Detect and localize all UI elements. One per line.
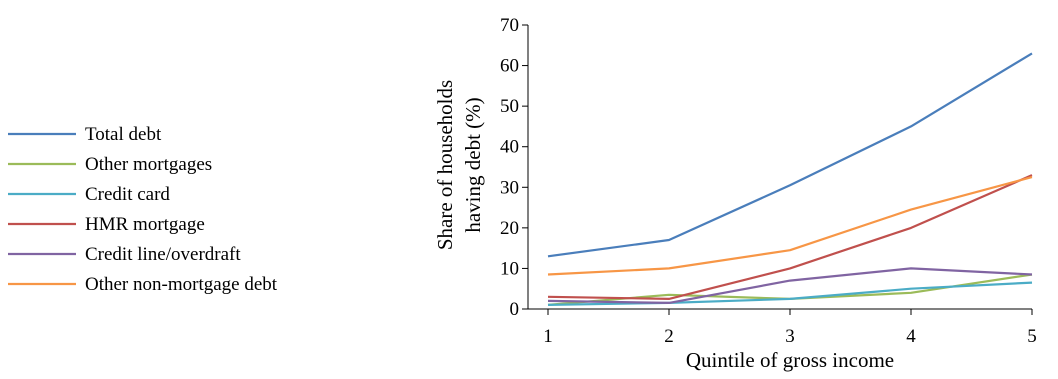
series-line-0: [547, 52, 1033, 258]
legend: Total debt Other mortgages Credit card HMR …: [8, 124, 278, 295]
y-tick-label: 20: [500, 218, 519, 239]
legend-label: Other non-mortgage debt: [85, 274, 278, 295]
y-axis-title-line: having debt (%): [461, 97, 485, 232]
y-tick-label: 70: [500, 15, 519, 36]
axes: 0 10 20 30 40 50 60 70 1 2 3 4 5: [500, 15, 1037, 347]
x-tick-label: 1: [543, 326, 553, 347]
legend-label: Credit card: [85, 184, 170, 205]
y-axis-title: Share of households having debt (%): [433, 80, 485, 250]
y-tick-label: 10: [500, 258, 519, 279]
y-axis-title-line: Share of households: [433, 80, 457, 250]
legend-label: Total debt: [85, 124, 162, 145]
x-tick-label: 4: [906, 326, 916, 347]
y-tick-label: 60: [500, 56, 519, 77]
legend-label: Other mortgages: [85, 154, 212, 175]
legend-item: Other non-mortgage debt: [8, 274, 278, 295]
legend-label: HMR mortgage: [85, 214, 205, 235]
y-tick-label: 50: [500, 96, 519, 117]
legend-item: Total debt: [8, 124, 162, 145]
x-tick-label: 2: [664, 326, 674, 347]
x-tick-label: 3: [785, 326, 795, 347]
legend-item: Credit card: [8, 184, 170, 205]
series-line-3: [547, 174, 1033, 300]
series-layer: [547, 52, 1033, 306]
y-tick-label: 40: [500, 137, 519, 158]
legend-item: Other mortgages: [8, 154, 212, 175]
series-line-1: [547, 273, 1033, 306]
y-tick-label: 30: [500, 177, 519, 198]
series-line-5: [547, 176, 1033, 276]
legend-item: Credit line/overdraft: [8, 244, 241, 265]
x-axis-title: Quintile of gross income: [686, 348, 894, 372]
series-line-2: [547, 281, 1033, 306]
legend-label: Credit line/overdraft: [85, 244, 241, 265]
series-line-4: [547, 267, 1033, 304]
x-tick-label: 5: [1027, 326, 1037, 347]
legend-item: HMR mortgage: [8, 214, 205, 235]
y-tick-label: 0: [510, 299, 520, 320]
